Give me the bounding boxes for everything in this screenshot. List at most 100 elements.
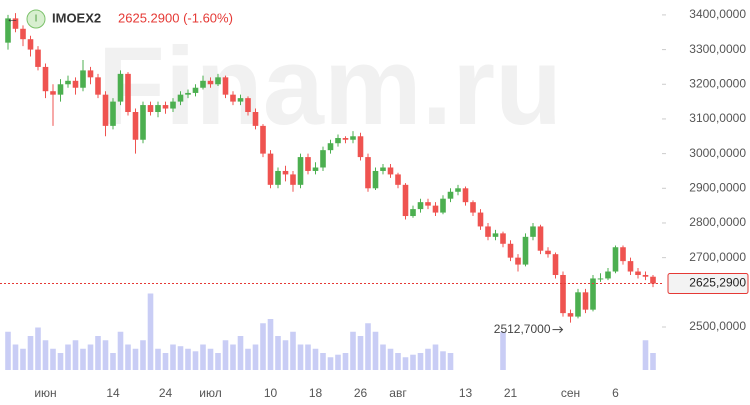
candle-body [102, 94, 109, 126]
volume-bar [222, 340, 229, 370]
y-tick-label: 3000,0000 [689, 146, 746, 160]
candle-body [147, 105, 154, 113]
candle-body [50, 91, 56, 95]
candle-body [650, 276, 656, 284]
candle-body [500, 233, 506, 244]
x-tick-label: 18 [309, 386, 323, 400]
candle-body [110, 101, 116, 126]
candle-body [597, 278, 604, 280]
candle-body [537, 226, 544, 251]
volume-bar [650, 353, 656, 370]
candle-body [432, 205, 439, 213]
candle-body [177, 94, 184, 102]
x-tick-label: 6 [612, 386, 619, 400]
candle-body [80, 70, 86, 88]
candle-body [200, 80, 206, 88]
volume-bar [642, 340, 649, 370]
candle-body [230, 94, 236, 102]
volume-bar [500, 331, 506, 370]
volume-bar [50, 348, 56, 370]
volume-bar [57, 353, 64, 370]
last-price-box [667, 273, 749, 295]
back-arrow[interactable]: ← [6, 10, 19, 25]
x-tick-label: 24 [159, 386, 173, 400]
candle-body [402, 184, 409, 217]
volume-bar [65, 344, 71, 370]
x-tick-label: 21 [504, 386, 518, 400]
candle-body [117, 73, 124, 102]
candle-body [620, 247, 626, 262]
volume-bar [365, 323, 371, 370]
volume-bar [432, 344, 439, 370]
candle-body [87, 70, 94, 78]
candle-body [462, 188, 469, 203]
volume-bar [267, 319, 274, 370]
last-price-label: 2625,2900 [689, 276, 746, 290]
candle-body [320, 150, 326, 168]
y-tick-label: 3100,0000 [689, 111, 746, 125]
plot [5, 13, 656, 370]
candle-body [440, 198, 446, 213]
volume-bar [447, 353, 454, 370]
volume-bar [305, 344, 311, 370]
volume-bar [417, 353, 424, 370]
y-tick-label: 2800,0000 [689, 215, 746, 229]
volume-bar [237, 336, 244, 370]
x-tick-label: сен [561, 386, 580, 400]
x-tick-label: авг [389, 386, 407, 400]
x-tick-label: 14 [106, 386, 120, 400]
volume-bar [290, 331, 296, 370]
candle-body [425, 202, 431, 206]
volume-bar [95, 336, 101, 370]
candle-body [507, 243, 514, 258]
volume-bar [147, 293, 154, 370]
candle-body [395, 174, 401, 185]
candle-body [350, 136, 356, 140]
candle-body [642, 274, 649, 277]
candle-body [12, 18, 19, 29]
candle-body [560, 274, 566, 314]
volume-bar [35, 327, 41, 370]
candle-body [492, 233, 499, 237]
candle-body [605, 271, 611, 279]
volume-bar [425, 348, 431, 370]
volume-bar [260, 323, 266, 370]
candle-body [387, 167, 394, 175]
candle-body [342, 138, 349, 140]
volume-bar [297, 344, 304, 370]
candle-body [380, 167, 386, 171]
candle-body [20, 28, 26, 40]
volume-bar [372, 331, 379, 370]
candle-body [582, 292, 589, 310]
volume-bar [42, 340, 49, 370]
volume-bar [387, 348, 394, 370]
candle-body [282, 170, 289, 175]
volume-bar [12, 344, 19, 370]
candle-body [260, 125, 266, 154]
candle-body [72, 80, 79, 88]
candle-body [612, 247, 619, 272]
candle-body [372, 170, 379, 189]
volume-bar [275, 336, 281, 370]
badge: I [35, 14, 38, 25]
volume-bar [140, 340, 146, 370]
volume-bar [200, 344, 206, 370]
x-tick-label: 26 [354, 386, 368, 400]
candle-body [477, 212, 484, 227]
volume-bar [350, 331, 356, 370]
watermark: Finam.ru [98, 25, 563, 148]
candle-body [215, 77, 221, 85]
volume-bar [245, 348, 251, 370]
badge-circle [26, 9, 46, 29]
candle-body [185, 92, 191, 95]
candle-body [485, 226, 491, 237]
volume-bar [5, 331, 11, 370]
volume-bar [162, 353, 169, 370]
volume-bar [27, 336, 34, 370]
candle-body [192, 87, 199, 93]
candle-body [155, 105, 161, 113]
volume-bar [207, 348, 214, 370]
volume-bar [327, 357, 334, 370]
volume-bar [335, 354, 341, 370]
